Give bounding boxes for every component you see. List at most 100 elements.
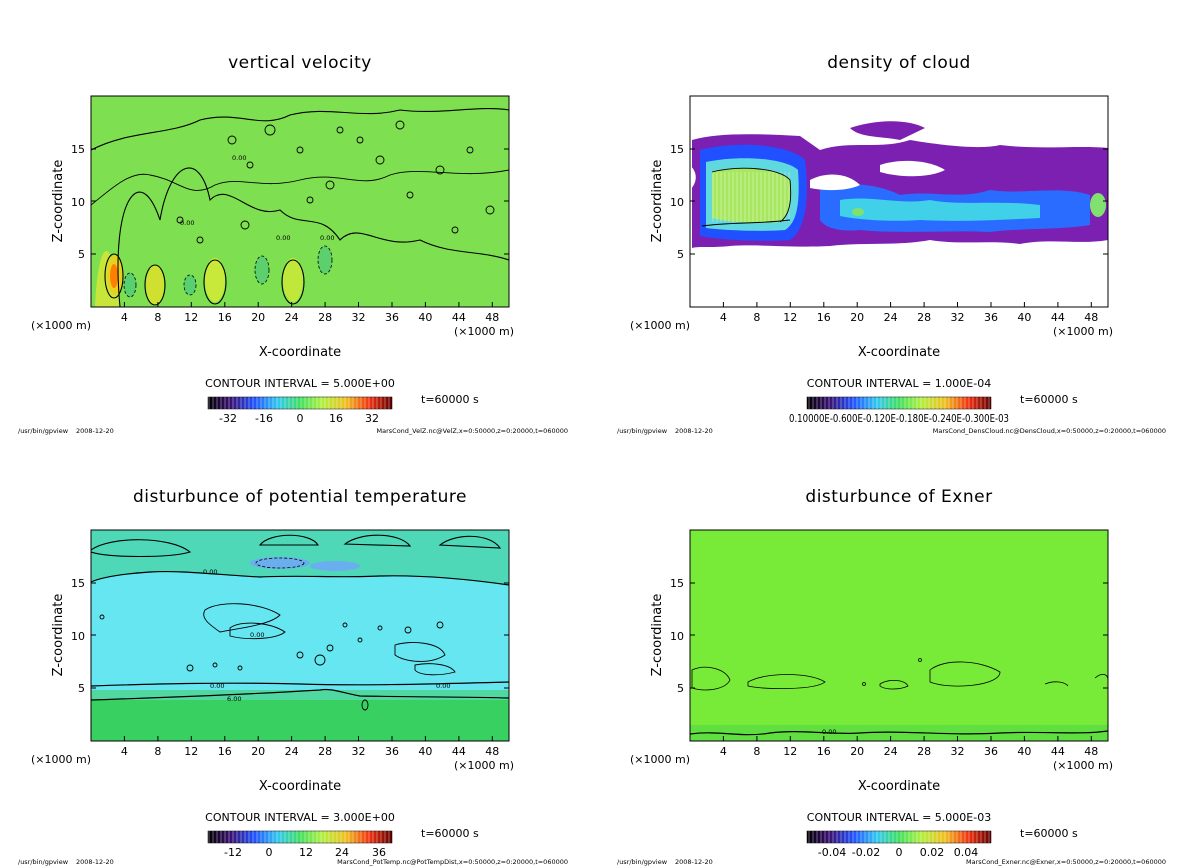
x-tick-label: 48 — [1084, 745, 1098, 758]
x-tick-label: 36 — [984, 311, 998, 324]
x-tick-labels: 4 8 12 16 20 24 28 32 36 40 44 48 — [720, 745, 1098, 758]
chart-title: vertical velocity — [228, 53, 372, 73]
contour-label: 0.00 — [276, 234, 290, 242]
x-tick-label: 32 — [352, 745, 366, 758]
panel-potential-temperature: disturbunce of potential temperature — [18, 487, 568, 866]
x-tick-label: 16 — [817, 745, 831, 758]
contour-label: 0.00 — [822, 728, 836, 736]
y-tick-labels: 5 10 15 — [670, 577, 684, 695]
x-unit-right: (×1000 m) — [1053, 325, 1113, 338]
contour-line-cluster — [176, 120, 495, 244]
x-tick-label: 12 — [783, 311, 797, 324]
x-tick-label: 36 — [385, 745, 399, 758]
contour-line — [203, 259, 227, 305]
x-tick-label: 8 — [753, 745, 760, 758]
y-axis-label: Z-coordinate — [650, 160, 665, 243]
y-tick-label: 15 — [71, 577, 85, 590]
colorbar-tick: 0.02 — [920, 846, 945, 859]
time-label: t=60000 s — [421, 827, 479, 840]
y-tick-labels: 5 10 15 — [71, 577, 85, 695]
x-tick-label: 44 — [1051, 311, 1065, 324]
y-tick-label: 5 — [78, 248, 85, 261]
x-tick-label: 8 — [753, 311, 760, 324]
colorbar-ticks: -12 0 12 24 36 — [224, 846, 386, 859]
contour-line — [91, 681, 509, 687]
x-unit-right: (×1000 m) — [454, 759, 514, 772]
field-patch — [91, 530, 509, 585]
x-tick-label: 48 — [485, 745, 499, 758]
y-tick-label: 10 — [670, 630, 684, 643]
colorbar-tick: 36 — [372, 846, 386, 859]
field-patch — [146, 265, 164, 305]
contour-label: 0.00 — [210, 682, 224, 690]
y-tick-label: 15 — [670, 143, 684, 156]
colorbar-tick: -32 — [219, 412, 237, 425]
contour-line — [91, 570, 509, 586]
field-patch — [852, 208, 864, 216]
x-tick-label: 12 — [184, 311, 198, 324]
contour-line — [91, 108, 509, 151]
x-tick-labels: 4 8 12 16 20 24 28 32 36 40 44 48 — [121, 311, 499, 324]
colorbar-tick: 0 — [266, 846, 273, 859]
field-patch — [840, 198, 1040, 221]
contour-line — [255, 557, 305, 569]
field-patch — [712, 172, 790, 222]
x-unit-right: (×1000 m) — [454, 325, 514, 338]
contour-line — [91, 688, 509, 701]
x-tick-label: 36 — [385, 311, 399, 324]
y-tick-label: 5 — [78, 682, 85, 695]
colorbar-tick: -12 — [224, 846, 242, 859]
colorbar-ticks: -32 -16 0 16 32 — [219, 412, 379, 425]
x-unit-left: (×1000 m) — [630, 319, 690, 332]
colorbar-stripes — [208, 831, 392, 843]
colorbar-tick: 0.10000E-0.600E-0.120E-0.180E-0.240E-0.3… — [789, 412, 1009, 425]
x-unit-left: (×1000 m) — [31, 319, 91, 332]
colorbar-tick: -0.04 — [818, 846, 846, 859]
colorbar-tick: 24 — [335, 846, 349, 859]
x-axis-label: X-coordinate — [259, 345, 341, 360]
x-tick-label: 44 — [1051, 745, 1065, 758]
footer-source: MarsCond_PotTemp.nc@PotTempDist,x=0:5000… — [337, 858, 568, 866]
x-tick-label: 36 — [984, 745, 998, 758]
y-tick-label: 15 — [71, 143, 85, 156]
field-patch — [255, 256, 269, 284]
chart-title: density of cloud — [827, 53, 971, 73]
y-tick-label: 15 — [670, 577, 684, 590]
contour-line-cluster — [99, 603, 456, 711]
y-tick-label: 10 — [71, 196, 85, 209]
colorbar-tick: -16 — [255, 412, 273, 425]
contour-line — [117, 167, 509, 307]
footer-path: /usr/bin/gpview — [18, 858, 69, 866]
contour-label: 6.00 — [227, 695, 241, 703]
footer-path: /usr/bin/gpview — [617, 427, 668, 435]
x-tick-label: 28 — [917, 745, 931, 758]
x-tick-label: 4 — [121, 745, 128, 758]
x-tick-label: 24 — [884, 745, 898, 758]
colorbar-tick: -0.02 — [852, 846, 880, 859]
contour-label: 0.00 — [320, 234, 334, 242]
field-plot: 0.00 — [690, 530, 1108, 741]
colorbar-tick: 0 — [297, 412, 304, 425]
axis-ticks — [91, 582, 509, 741]
x-tick-label: 4 — [121, 311, 128, 324]
x-axis-label: X-coordinate — [858, 779, 940, 794]
y-tick-label: 5 — [677, 682, 684, 695]
contour-line — [343, 534, 412, 547]
axis-ticks — [690, 148, 1108, 307]
contour-label: 0.00 — [436, 682, 450, 690]
contour-line — [91, 169, 509, 206]
field-patch — [880, 160, 945, 177]
x-tick-label: 44 — [452, 745, 466, 758]
x-axis-label: X-coordinate — [259, 779, 341, 794]
x-tick-label: 12 — [184, 745, 198, 758]
x-unit-left: (×1000 m) — [630, 753, 690, 766]
x-tick-label: 32 — [352, 311, 366, 324]
panel-density-of-cloud: density of cloud 4 8 12 16 20 24 — [617, 53, 1166, 435]
time-label: t=60000 s — [1020, 393, 1078, 406]
x-unit-left: (×1000 m) — [31, 753, 91, 766]
x-tick-label: 28 — [318, 311, 332, 324]
footer-source: MarsCond_DensCloud.nc@DensCloud,x=0:5000… — [933, 427, 1166, 435]
field-plot: 0.00 0.00 0.00 0.00 6.00 — [91, 530, 509, 741]
contour-line — [91, 539, 192, 558]
colorbar-tick: 0.04 — [954, 846, 979, 859]
